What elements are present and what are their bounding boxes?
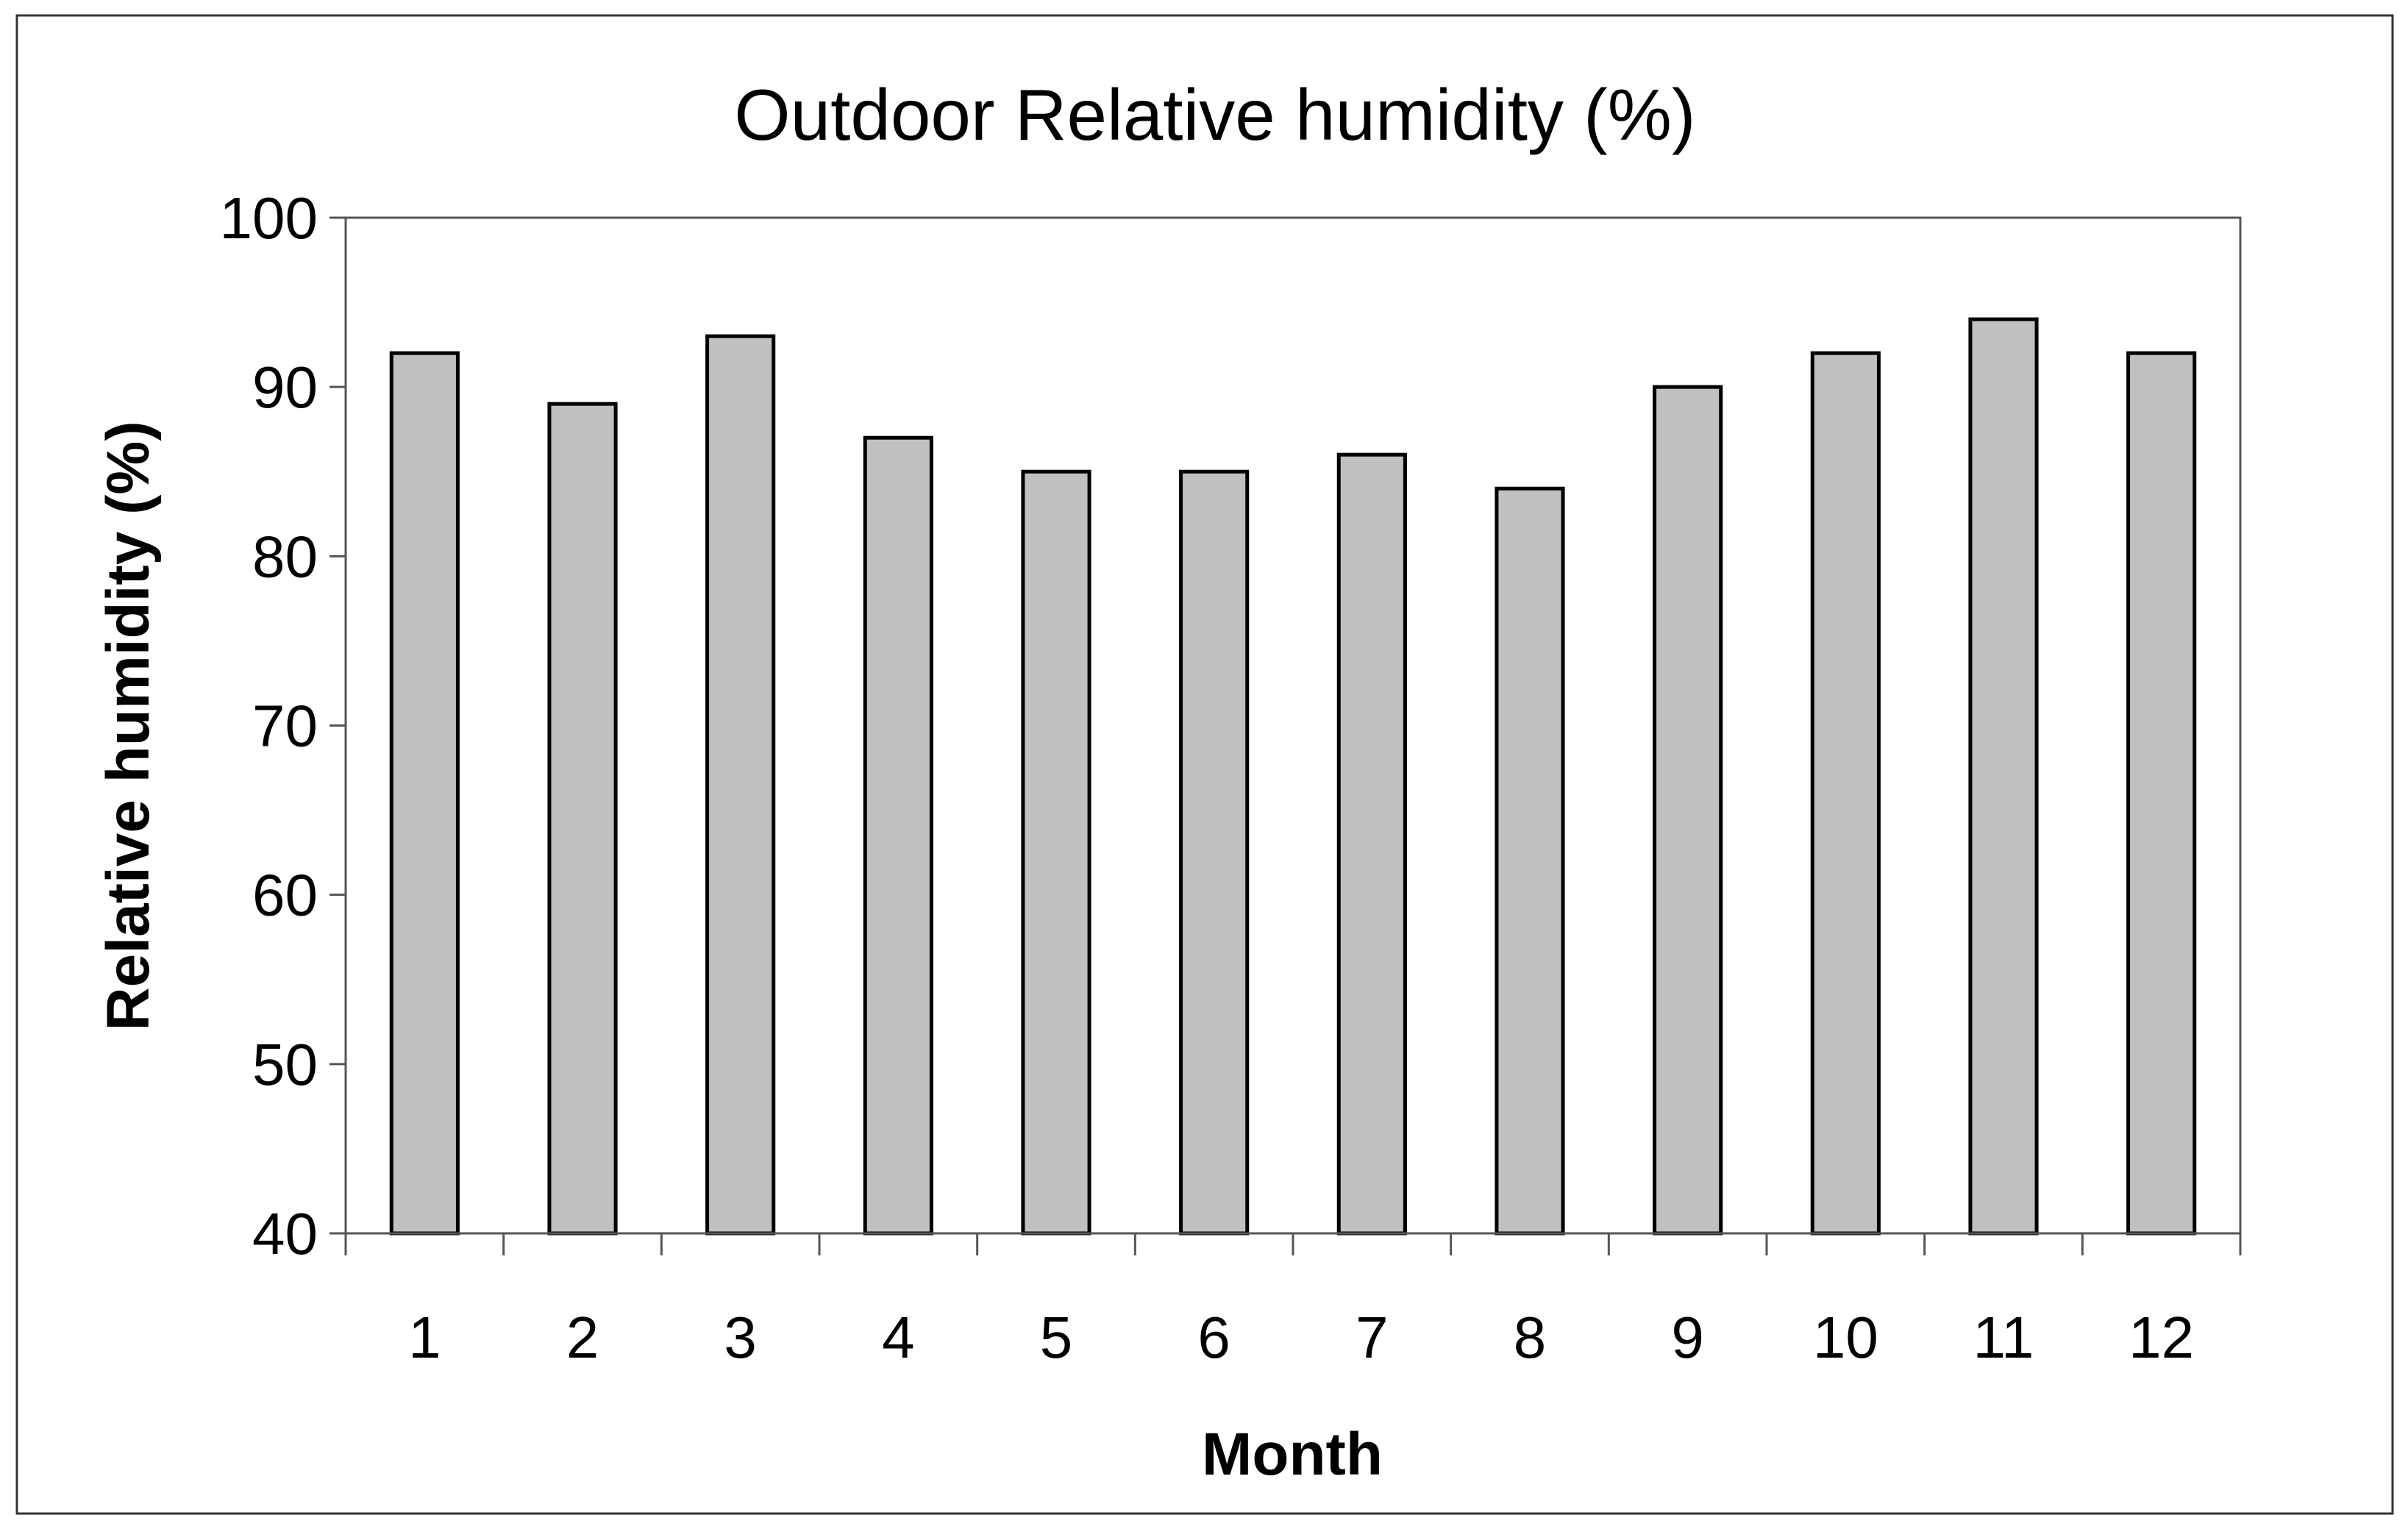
x-tick-label: 1 xyxy=(408,1305,441,1370)
y-axis-ticks: 40 50 60 70 80 90 100 xyxy=(220,185,346,1266)
bar-month-9 xyxy=(1653,385,1723,1236)
y-tick-label: 60 xyxy=(252,863,318,928)
y-tick-label: 50 xyxy=(252,1032,318,1097)
bar-month-5 xyxy=(1021,469,1091,1236)
x-tick-label: 9 xyxy=(1671,1305,1704,1370)
bar-month-2 xyxy=(547,402,618,1236)
bar-month-1 xyxy=(389,351,460,1236)
y-axis-title: Relative humidity (%) xyxy=(95,421,162,1030)
y-tick-label: 40 xyxy=(252,1201,318,1266)
x-tick-label: 8 xyxy=(1514,1305,1547,1370)
x-tick-label: 10 xyxy=(1813,1305,1878,1370)
bar-month-4 xyxy=(863,435,933,1236)
x-tick-label: 12 xyxy=(2129,1305,2194,1370)
y-tick-label: 100 xyxy=(220,185,318,251)
x-tick-label: 6 xyxy=(1197,1305,1230,1370)
x-tick-label: 2 xyxy=(566,1305,599,1370)
bars-group xyxy=(389,317,2197,1236)
chart-title: Outdoor Relative humidity (%) xyxy=(734,74,1695,155)
y-tick-label: 70 xyxy=(252,694,318,759)
bar-month-10 xyxy=(1810,351,1881,1236)
x-tick-label: 5 xyxy=(1040,1305,1073,1370)
bar-month-12 xyxy=(2126,351,2197,1236)
bar-month-11 xyxy=(1968,317,2039,1236)
x-tick-label: 11 xyxy=(1973,1305,2034,1370)
bar-month-3 xyxy=(705,334,776,1236)
bar-month-7 xyxy=(1336,452,1407,1236)
x-axis-title: Month xyxy=(1202,1421,1383,1488)
x-tick-label: 7 xyxy=(1356,1305,1389,1370)
x-axis-ticks: 1 2 3 4 5 6 7 8 9 10 11 12 xyxy=(344,1233,2242,1370)
bar-month-8 xyxy=(1495,486,1565,1236)
x-tick-label: 3 xyxy=(724,1305,757,1370)
x-tick-label: 4 xyxy=(882,1305,915,1370)
y-tick-label: 90 xyxy=(252,354,318,420)
bar-month-6 xyxy=(1179,469,1250,1236)
y-tick-label: 80 xyxy=(252,524,318,589)
